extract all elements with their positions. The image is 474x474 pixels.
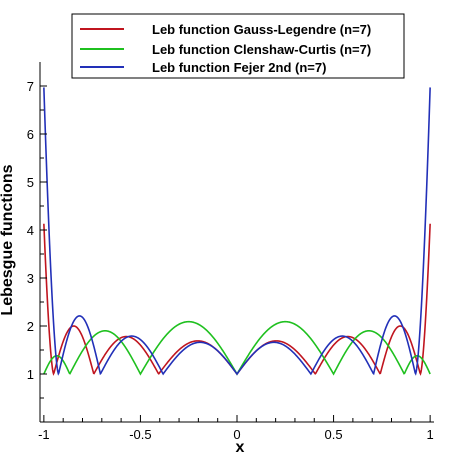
- x-tick-label: 1: [427, 427, 434, 442]
- y-tick-label: 3: [27, 271, 34, 286]
- x-axis-title: x: [236, 439, 245, 456]
- x-tick-label: 0.5: [325, 427, 343, 442]
- y-axis-title: Lebesgue functions: [0, 164, 16, 315]
- ticks-layer: -1 -0.5 0 0.5 1 1 2 3 4 5 6 7: [27, 79, 434, 442]
- legend-label-fejer: Leb function Fejer 2nd (n=7): [152, 60, 326, 75]
- y-tick-label: 1: [27, 367, 34, 382]
- y-tick-label: 4: [27, 223, 34, 238]
- x-tick-label: 0: [233, 427, 240, 442]
- x-tick-label: -0.5: [129, 427, 151, 442]
- legend: Leb function Gauss-Legendre (n=7) Leb fu…: [71, 13, 405, 79]
- x-tick-label: -1: [38, 427, 50, 442]
- y-tick-label: 2: [27, 319, 34, 334]
- legend-label-clenshaw-curtis: Leb function Clenshaw-Curtis (n=7): [152, 42, 371, 57]
- legend-label-gauss-legendre: Leb function Gauss-Legendre (n=7): [152, 22, 371, 37]
- series-layer: [43, 87, 431, 376]
- y-tick-label: 5: [27, 175, 34, 190]
- curve-fejer: [43, 87, 431, 376]
- y-tick-label: 6: [27, 127, 34, 142]
- y-tick-label: 7: [27, 79, 34, 94]
- legend-box: [71, 13, 405, 79]
